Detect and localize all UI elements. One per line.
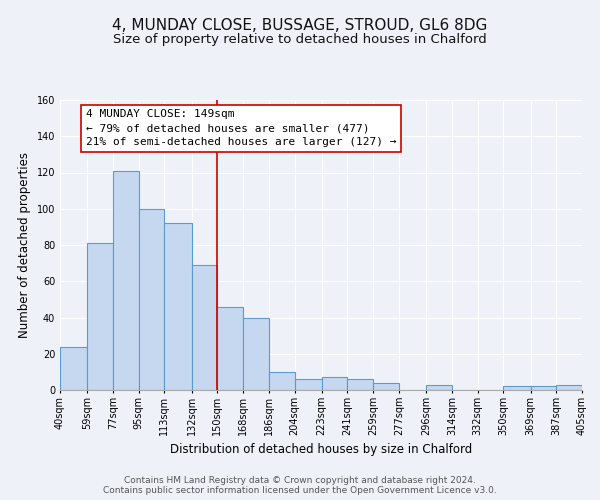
Bar bbox=[60, 346, 87, 390]
Text: 4 MUNDAY CLOSE: 149sqm
← 79% of detached houses are smaller (477)
21% of semi-de: 4 MUNDAY CLOSE: 149sqm ← 79% of detached… bbox=[86, 109, 396, 147]
X-axis label: Distribution of detached houses by size in Chalford: Distribution of detached houses by size … bbox=[170, 444, 472, 456]
Bar bbox=[426, 384, 452, 390]
Bar bbox=[503, 386, 530, 390]
Bar bbox=[217, 306, 243, 390]
Bar bbox=[295, 379, 322, 390]
Text: Contains public sector information licensed under the Open Government Licence v3: Contains public sector information licen… bbox=[103, 486, 497, 495]
Bar bbox=[530, 386, 556, 390]
Bar bbox=[164, 223, 191, 390]
Text: 4, MUNDAY CLOSE, BUSSAGE, STROUD, GL6 8DG: 4, MUNDAY CLOSE, BUSSAGE, STROUD, GL6 8D… bbox=[112, 18, 488, 32]
Bar bbox=[191, 265, 217, 390]
Y-axis label: Number of detached properties: Number of detached properties bbox=[18, 152, 31, 338]
Text: Contains HM Land Registry data © Crown copyright and database right 2024.: Contains HM Land Registry data © Crown c… bbox=[124, 476, 476, 485]
Bar bbox=[113, 170, 139, 390]
Bar bbox=[243, 318, 269, 390]
Bar bbox=[322, 378, 347, 390]
Bar bbox=[373, 383, 399, 390]
Bar bbox=[556, 384, 582, 390]
Bar bbox=[139, 209, 164, 390]
Bar bbox=[347, 379, 373, 390]
Bar bbox=[269, 372, 295, 390]
Text: Size of property relative to detached houses in Chalford: Size of property relative to detached ho… bbox=[113, 32, 487, 46]
Bar bbox=[87, 243, 113, 390]
